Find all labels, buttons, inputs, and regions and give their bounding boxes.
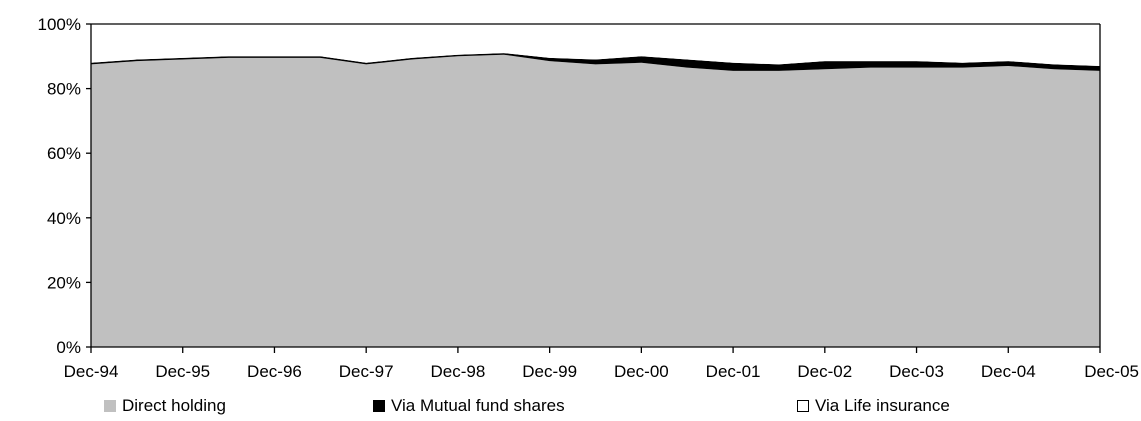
legend-swatch-via-mutual-fund-shares	[373, 400, 385, 412]
stacked-area-chart: 0% 20% 40% 60% 80% 100% Dec-94 Dec-95 Dec-96 Dec-…	[38, 15, 1139, 381]
axis-layer	[86, 23, 1101, 353]
label-layer: 0% 20% 40% 60% 80% 100% Dec-94 Dec-95 Dec-96 Dec-…	[38, 15, 1139, 381]
legend-label-via-life-insurance: Via Life insurance	[815, 396, 950, 415]
y-tick-label: 0%	[56, 338, 81, 357]
legend-swatch-via-life-insurance	[797, 400, 809, 412]
area-layer	[91, 24, 1100, 347]
x-tick-label: Dec-02	[797, 362, 852, 381]
x-tick-label: Dec-94	[64, 362, 119, 381]
legend-item-via-mutual-fund-shares: Via Mutual fund shares	[373, 396, 565, 416]
legend-label-direct-holding: Direct holding	[122, 396, 226, 415]
legend: Direct holding Via Mutual fund shares Vi…	[0, 396, 1141, 418]
legend-label-via-mutual-fund-shares: Via Mutual fund shares	[391, 396, 565, 415]
x-tick-label: Dec-98	[431, 362, 486, 381]
x-tick-label: Dec-00	[614, 362, 669, 381]
x-tick-label: Dec-99	[522, 362, 577, 381]
x-tick-label: Dec-03	[889, 362, 944, 381]
x-tick-label: Dec-96	[247, 362, 302, 381]
legend-item-via-life-insurance: Via Life insurance	[797, 396, 950, 416]
y-tick-label: 80%	[47, 80, 81, 99]
y-tick-label: 40%	[47, 209, 81, 228]
y-tick-label: 100%	[38, 15, 81, 34]
y-tick-label: 60%	[47, 144, 81, 163]
legend-item-direct-holding: Direct holding	[104, 396, 226, 416]
y-tick-label: 20%	[47, 273, 81, 292]
area-via-mutual-fund-shares	[91, 53, 1100, 71]
area-via-life-insurance	[91, 24, 1100, 66]
area-direct-holding	[91, 54, 1100, 347]
x-tick-label: Dec-01	[706, 362, 761, 381]
x-tick-label: Dec-04	[981, 362, 1036, 381]
x-tick-label: Dec-97	[339, 362, 394, 381]
x-tick-label: Dec-05	[1084, 362, 1139, 381]
x-tick-label: Dec-95	[155, 362, 210, 381]
legend-swatch-direct-holding	[104, 400, 116, 412]
